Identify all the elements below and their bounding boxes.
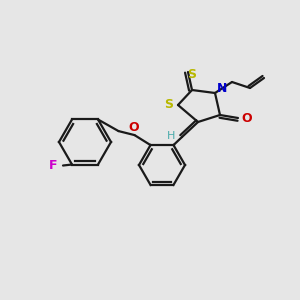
Text: S: S <box>164 98 173 110</box>
Text: F: F <box>49 159 57 172</box>
Text: O: O <box>128 121 139 134</box>
Text: N: N <box>217 82 227 95</box>
Text: H: H <box>167 131 175 141</box>
Text: O: O <box>242 112 252 124</box>
Text: S: S <box>188 68 196 80</box>
